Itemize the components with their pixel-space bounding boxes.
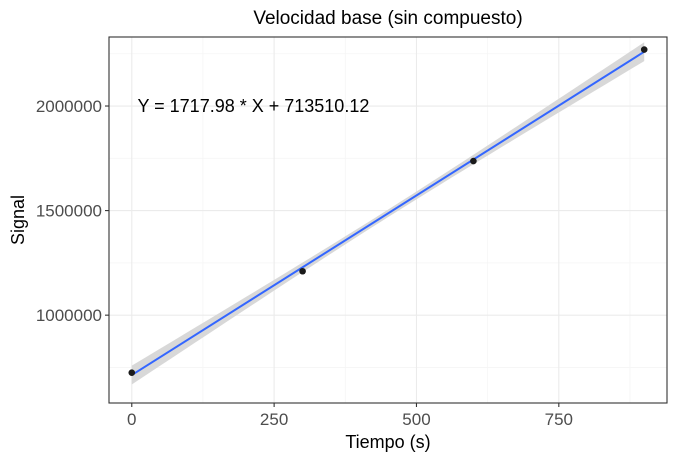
regression-line [131,50,645,376]
data-point [128,369,136,376]
regression-equation-label: Y = 1717.98 * X + 713510.12 [137,96,369,116]
data-point [470,157,477,165]
data-points-layer [128,46,648,376]
y-tick-label: 1000000 [36,306,102,325]
fit-line-layer [131,50,645,376]
data-point [299,267,306,275]
y-axis-ticks: 1000000 1500000 2000000 [36,97,109,325]
x-axis-title: Tiempo (s) [345,432,430,452]
panel-border [108,36,668,404]
data-point [640,46,648,53]
y-axis-title: Signal [8,195,28,245]
chart-title: Velocidad base (sin compuesto) [253,8,522,29]
x-tick-label: 0 [127,410,136,429]
y-tick-label: 1500000 [36,202,102,221]
x-tick-label: 750 [545,410,573,429]
minor-gridlines [109,37,667,403]
x-axis-ticks: 0 250 500 750 [127,403,573,429]
y-tick-label: 2000000 [36,97,102,116]
x-tick-label: 500 [402,410,430,429]
x-tick-label: 250 [260,410,288,429]
